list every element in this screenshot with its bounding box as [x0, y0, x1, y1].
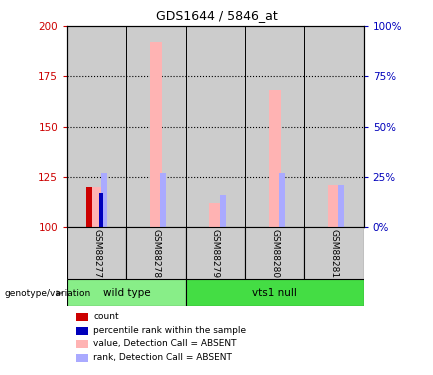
Bar [99, 193, 103, 227]
Text: wild type: wild type [103, 288, 150, 297]
Bar [304, 227, 364, 279]
Text: GSM88281: GSM88281 [330, 228, 339, 278]
Text: GSM88279: GSM88279 [211, 228, 220, 278]
Bar [245, 227, 304, 279]
Bar [245, 26, 304, 227]
Bar [338, 185, 344, 227]
Bar [304, 26, 364, 227]
Text: count: count [93, 312, 119, 321]
Text: GSM88278: GSM88278 [152, 228, 161, 278]
Bar [101, 173, 107, 227]
Bar [220, 195, 226, 227]
Text: GDS1644 / 5846_at: GDS1644 / 5846_at [155, 9, 278, 22]
Bar [67, 279, 186, 306]
Bar [186, 26, 245, 227]
Bar [87, 187, 92, 227]
Bar [160, 173, 166, 227]
Text: genotype/variation: genotype/variation [4, 289, 90, 298]
Bar [269, 90, 281, 227]
Text: GSM88277: GSM88277 [92, 228, 101, 278]
Text: vts1 null: vts1 null [252, 288, 297, 297]
Bar [91, 187, 103, 227]
Text: percentile rank within the sample: percentile rank within the sample [93, 326, 246, 335]
Bar [328, 185, 340, 227]
Bar [126, 227, 186, 279]
Bar [126, 26, 186, 227]
Bar [210, 203, 221, 227]
Bar [186, 279, 364, 306]
Text: rank, Detection Call = ABSENT: rank, Detection Call = ABSENT [93, 353, 232, 362]
Bar [279, 173, 285, 227]
Text: GSM88280: GSM88280 [270, 228, 279, 278]
Bar [150, 42, 162, 227]
Text: value, Detection Call = ABSENT: value, Detection Call = ABSENT [93, 339, 236, 348]
Bar [67, 26, 126, 227]
Bar [67, 227, 126, 279]
Bar [186, 227, 245, 279]
